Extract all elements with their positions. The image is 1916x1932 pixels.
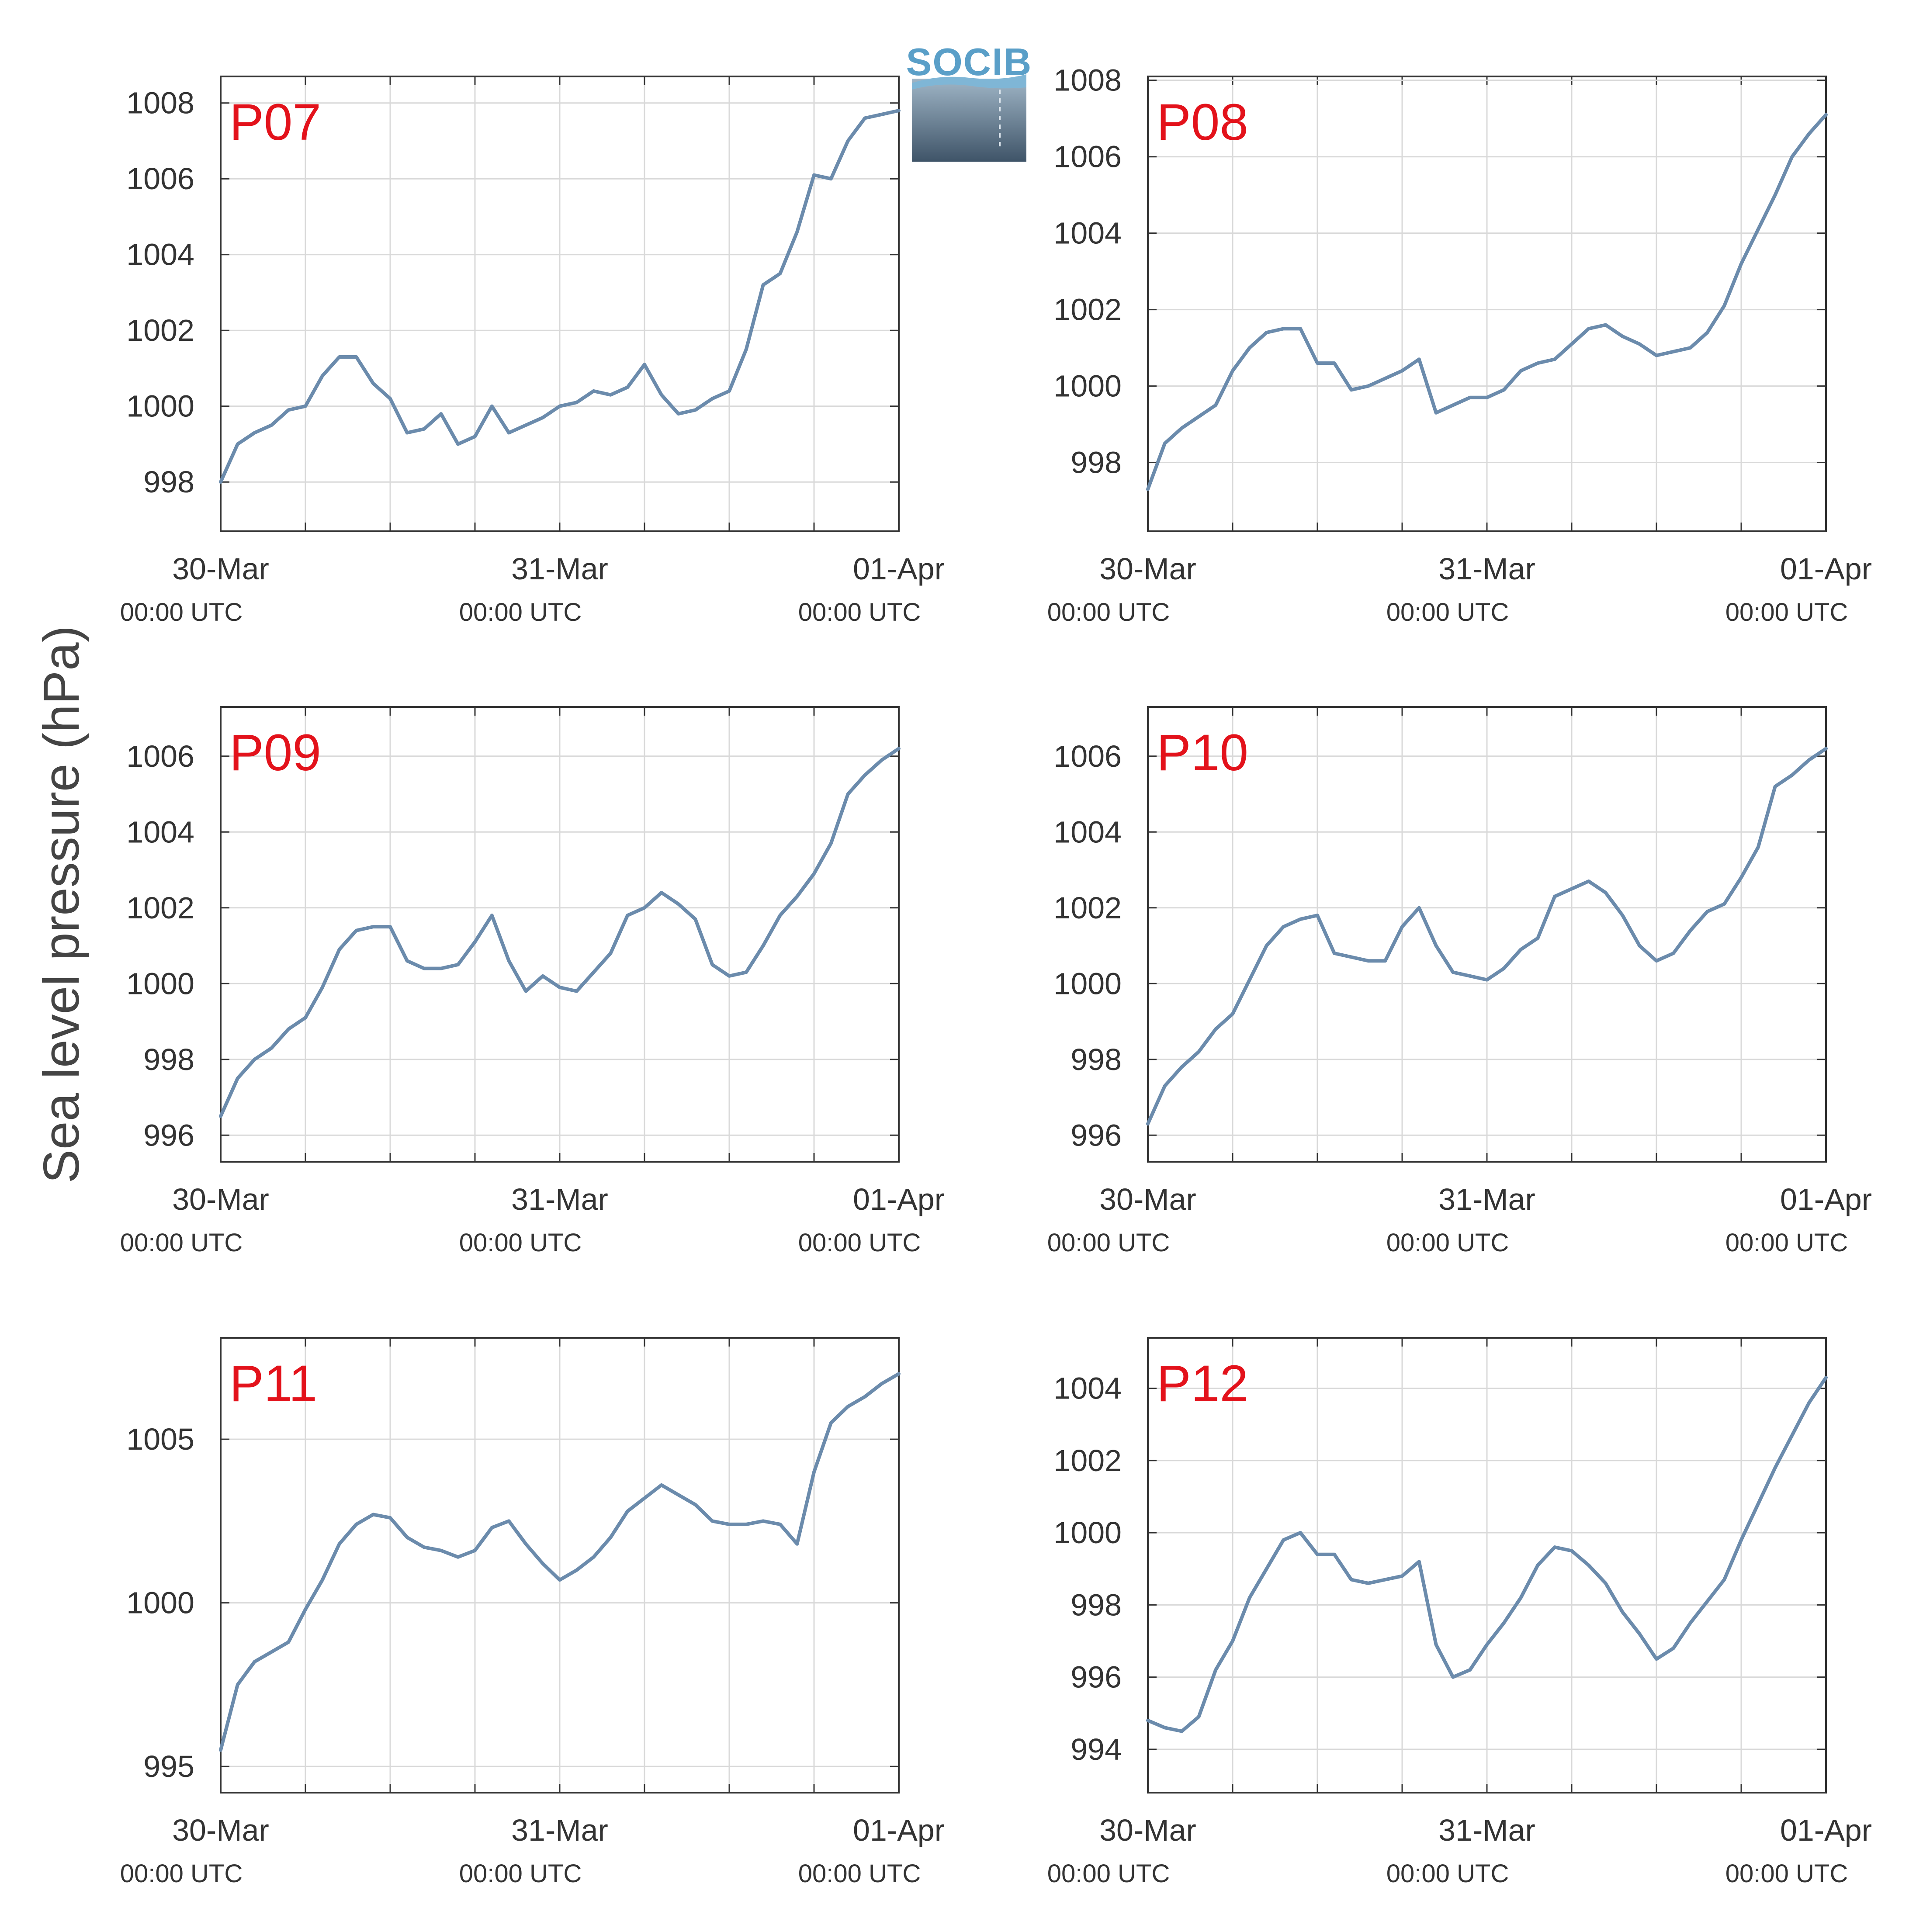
x-tick-date-label: 31-Mar bbox=[511, 552, 608, 586]
y-tick-label: 998 bbox=[1071, 446, 1122, 480]
y-tick-label: 1000 bbox=[126, 1586, 194, 1620]
x-tick-time-label: 00:00 UTC bbox=[1725, 1859, 1848, 1888]
panel-label: P11 bbox=[229, 1355, 317, 1413]
y-tick-label: 1002 bbox=[1053, 1444, 1122, 1478]
panel-label: P08 bbox=[1157, 93, 1248, 151]
y-tick-label: 1008 bbox=[126, 86, 194, 120]
x-tick-date-label: 01-Apr bbox=[1780, 1182, 1872, 1216]
y-tick-label: 1000 bbox=[126, 389, 194, 423]
x-tick-time-label: 00:00 UTC bbox=[120, 1859, 243, 1888]
y-tick-label: 996 bbox=[1071, 1660, 1122, 1694]
y-tick-label: 1006 bbox=[1053, 140, 1122, 174]
x-tick-time-label: 00:00 UTC bbox=[798, 1229, 921, 1257]
x-tick-time-label: 00:00 UTC bbox=[1047, 598, 1170, 627]
y-tick-label: 998 bbox=[143, 465, 194, 499]
x-tick-time-label: 00:00 UTC bbox=[1725, 1229, 1848, 1257]
y-tick-label: 995 bbox=[143, 1749, 194, 1783]
axes-frame bbox=[1147, 706, 1827, 1163]
x-tick-date-label: 30-Mar bbox=[1099, 1182, 1196, 1216]
series-line-p09 bbox=[219, 747, 901, 1118]
x-tick-date-label: 30-Mar bbox=[1099, 552, 1196, 586]
y-tick-label: 1005 bbox=[126, 1422, 194, 1456]
y-tick-label: 1000 bbox=[1053, 966, 1122, 1001]
x-tick-time-label: 00:00 UTC bbox=[120, 1229, 243, 1257]
x-tick-time-label: 00:00 UTC bbox=[798, 1859, 921, 1888]
x-tick-date-label: 01-Apr bbox=[853, 1182, 945, 1216]
x-tick-time-label: 00:00 UTC bbox=[1386, 598, 1509, 627]
x-tick-time-label: 00:00 UTC bbox=[1047, 1229, 1170, 1257]
x-tick-time-label: 00:00 UTC bbox=[1725, 598, 1848, 627]
chart-panel-p11: 995 1000 1005 30-Mar 00:00 UTC 31-Mar 00:00 UT… bbox=[120, 1337, 945, 1888]
logo-wave bbox=[912, 74, 1026, 90]
series-line-p07 bbox=[219, 109, 901, 484]
y-tick-label: 1006 bbox=[1053, 739, 1122, 773]
x-tick-date-label: 31-Mar bbox=[1438, 552, 1535, 586]
x-tick-date-label: 31-Mar bbox=[1438, 1182, 1535, 1216]
y-tick-label: 1000 bbox=[126, 966, 194, 1001]
x-tick-date-label: 01-Apr bbox=[1780, 1813, 1872, 1847]
series-line-p11 bbox=[219, 1372, 901, 1752]
y-tick-label: 1000 bbox=[1053, 1516, 1122, 1550]
y-tick-label: 996 bbox=[1071, 1118, 1122, 1152]
x-tick-time-label: 00:00 UTC bbox=[120, 598, 243, 627]
chart-panel-p12: 994 996 998 1000 1002 1004 30-Mar 00:00 UTC 31-M… bbox=[1047, 1337, 1872, 1888]
y-tick-label: 1006 bbox=[126, 739, 194, 773]
x-tick-date-label: 31-Mar bbox=[511, 1182, 608, 1216]
logo-text: SOCIB bbox=[906, 40, 1032, 83]
x-tick-date-label: 01-Apr bbox=[853, 552, 945, 586]
y-tick-label: 994 bbox=[1071, 1732, 1122, 1766]
y-tick-label: 1006 bbox=[126, 162, 194, 196]
chart-panel-p07: 998 1000 1002 1004 1006 1008 30-Mar 00:00 UTC 31… bbox=[120, 76, 945, 627]
x-tick-time-label: 00:00 UTC bbox=[798, 598, 921, 627]
x-tick-time-label: 00:00 UTC bbox=[459, 1229, 582, 1257]
x-tick-time-label: 00:00 UTC bbox=[1386, 1859, 1509, 1888]
y-axis-label: Sea level pressure (hPa) bbox=[33, 626, 90, 1184]
y-tick-label: 1004 bbox=[126, 815, 194, 849]
x-tick-date-label: 30-Mar bbox=[172, 552, 269, 586]
chart-panel-p09: 996 998 1000 1002 1004 1006 30-Mar 00:00 UTC 31-… bbox=[120, 706, 945, 1257]
x-tick-time-label: 00:00 UTC bbox=[459, 598, 582, 627]
y-tick-label: 998 bbox=[1071, 1588, 1122, 1622]
y-tick-label: 996 bbox=[143, 1118, 194, 1152]
axes-frame bbox=[220, 706, 900, 1163]
logo-water-block bbox=[912, 79, 1026, 162]
socib-logo: SOCIB bbox=[906, 40, 1032, 162]
chart-panel-p10: 996 998 1000 1002 1004 1006 30-Mar 00:00 UTC 31-… bbox=[1047, 706, 1872, 1257]
x-tick-time-label: 00:00 UTC bbox=[1386, 1229, 1509, 1257]
y-tick-label: 1008 bbox=[1053, 63, 1122, 97]
series-line-p08 bbox=[1146, 113, 1828, 491]
axes-frame bbox=[220, 76, 900, 532]
y-tick-label: 1004 bbox=[1053, 815, 1122, 849]
x-tick-time-label: 00:00 UTC bbox=[1047, 1859, 1170, 1888]
axes-frame bbox=[1147, 1337, 1827, 1794]
panel-label: P10 bbox=[1157, 724, 1248, 782]
chart-panel-p08: 998 1000 1002 1004 1006 1008 30-Mar 00:00 UTC 31… bbox=[1047, 63, 1872, 627]
panel-label: P07 bbox=[229, 93, 321, 151]
y-tick-label: 1004 bbox=[126, 238, 194, 272]
series-line-p10 bbox=[1146, 747, 1828, 1126]
panel-label: P09 bbox=[229, 724, 321, 782]
y-tick-label: 998 bbox=[143, 1042, 194, 1077]
y-tick-label: 1002 bbox=[126, 313, 194, 347]
x-tick-time-label: 00:00 UTC bbox=[459, 1859, 582, 1888]
axes-frame bbox=[1147, 76, 1827, 532]
y-tick-label: 1004 bbox=[1053, 1371, 1122, 1406]
x-tick-date-label: 31-Mar bbox=[511, 1813, 608, 1847]
y-tick-label: 1002 bbox=[1053, 891, 1122, 925]
series-line-p12 bbox=[1146, 1375, 1828, 1733]
y-tick-label: 998 bbox=[1071, 1042, 1122, 1077]
y-tick-label: 1004 bbox=[1053, 216, 1122, 250]
x-tick-date-label: 01-Apr bbox=[853, 1813, 945, 1847]
panel-label: P12 bbox=[1157, 1355, 1248, 1413]
axes-frame bbox=[220, 1337, 900, 1794]
x-tick-date-label: 31-Mar bbox=[1438, 1813, 1535, 1847]
x-tick-date-label: 01-Apr bbox=[1780, 552, 1872, 586]
x-tick-date-label: 30-Mar bbox=[1099, 1813, 1196, 1847]
x-tick-date-label: 30-Mar bbox=[172, 1813, 269, 1847]
y-tick-label: 1002 bbox=[1053, 293, 1122, 327]
y-tick-label: 1000 bbox=[1053, 369, 1122, 403]
y-tick-label: 1002 bbox=[126, 891, 194, 925]
x-tick-date-label: 30-Mar bbox=[172, 1182, 269, 1216]
